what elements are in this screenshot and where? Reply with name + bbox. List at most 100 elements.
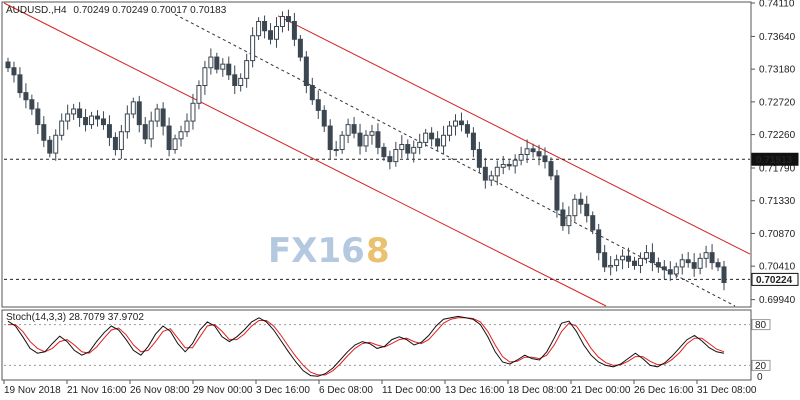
candle-body-up xyxy=(679,259,685,268)
price-tick-label: 0.72720 xyxy=(759,97,796,108)
time-tick-label: 18 Dec 08:00 xyxy=(508,385,568,396)
candle-body-down xyxy=(548,161,554,177)
candle-body-down xyxy=(35,108,41,126)
candle xyxy=(494,160,500,186)
price-tick-label: 0.69940 xyxy=(759,295,796,306)
candle-body-down xyxy=(77,108,83,119)
candle xyxy=(488,170,494,187)
price-tick-label: 0.71790 xyxy=(759,164,796,175)
candle xyxy=(256,17,262,40)
level-label: 0.70224 xyxy=(756,275,793,286)
candle xyxy=(524,139,530,164)
candle-body-up xyxy=(184,120,190,133)
candle-body-down xyxy=(297,38,303,58)
time-tick-label: 11 Dec 00:00 xyxy=(382,385,441,396)
candle-body-down xyxy=(482,166,488,181)
price-tick-label: 0.71330 xyxy=(759,196,796,207)
candle xyxy=(154,103,160,128)
candle-body-up xyxy=(441,134,447,147)
candle xyxy=(608,256,614,276)
candle-body-up xyxy=(345,124,351,136)
candle xyxy=(291,12,297,47)
price-tick-label: 0.72260 xyxy=(759,130,796,141)
candle-body-up xyxy=(71,108,77,115)
candle-body-down xyxy=(226,63,232,76)
candle-body-down xyxy=(667,269,673,275)
candle xyxy=(441,125,447,155)
candle xyxy=(178,125,184,147)
candle-body-down xyxy=(23,92,29,101)
candle xyxy=(47,136,53,158)
candle-body-up xyxy=(494,166,500,177)
candle-body-down xyxy=(47,139,53,154)
time-tick-label: 31 Dec 08:00 xyxy=(697,385,757,396)
candle-body-up xyxy=(220,63,226,70)
candle-body-down xyxy=(285,16,291,22)
candle-body-up xyxy=(363,134,369,147)
channel-upper-line xyxy=(277,15,751,255)
candle xyxy=(279,11,285,33)
candle xyxy=(643,244,649,264)
candle xyxy=(691,253,697,277)
candle xyxy=(566,206,572,235)
candle-body-down xyxy=(470,132,476,151)
candle xyxy=(112,132,118,156)
candle xyxy=(447,120,453,142)
candle-body-down xyxy=(458,120,464,126)
candle-body-down xyxy=(95,115,100,120)
time-tick-label: 26 Dec 16:00 xyxy=(634,385,694,396)
candle-body-down xyxy=(464,124,470,134)
candle xyxy=(363,130,369,152)
candle xyxy=(172,134,178,154)
candle xyxy=(405,139,411,160)
candle xyxy=(190,93,196,130)
candle xyxy=(148,111,154,148)
candle-body-down xyxy=(303,56,309,87)
candle-body-up xyxy=(124,113,130,133)
candle-body-up xyxy=(524,148,530,156)
candle xyxy=(632,256,637,270)
candle xyxy=(506,160,512,171)
time-tick-label: 26 Nov 08:00 xyxy=(130,385,190,396)
candle xyxy=(196,80,202,110)
candle-body-up xyxy=(488,175,494,181)
candle-body-up xyxy=(423,132,429,143)
candle-body-up xyxy=(154,108,160,122)
candle xyxy=(560,202,566,231)
price-tick-label: 0.74110 xyxy=(759,0,795,10)
candle xyxy=(602,244,608,273)
price-pane-frame xyxy=(1,1,752,308)
candle-body-down xyxy=(315,99,321,111)
candle xyxy=(482,157,488,189)
candle-body-up xyxy=(89,115,95,126)
candle-body-down xyxy=(542,155,548,163)
channel-lower-line xyxy=(3,2,607,307)
candle xyxy=(232,65,238,95)
candle xyxy=(709,244,715,270)
candle-body-down xyxy=(268,30,274,40)
chart-header: AUDUSD.,H4 0.70249 0.70249 0.70017 0.701… xyxy=(6,5,227,16)
price-tick-label: 0.73640 xyxy=(759,32,796,43)
candle-body-down xyxy=(41,124,47,141)
candle xyxy=(464,120,470,138)
candle xyxy=(136,95,142,133)
candle xyxy=(208,48,214,75)
candle-body-up xyxy=(65,113,71,122)
candle-body-down xyxy=(590,215,596,231)
candle xyxy=(590,211,596,235)
stochastic-pane[interactable]: 80 200 Stoch(14,3,3) 28.7079 37.9702 xyxy=(1,309,771,383)
candle xyxy=(71,103,77,120)
candle xyxy=(327,119,333,159)
candle xyxy=(35,102,41,135)
candle xyxy=(536,144,542,166)
candle xyxy=(572,194,578,222)
candle-body-down xyxy=(578,198,584,205)
candle xyxy=(130,97,136,119)
candle xyxy=(369,124,375,145)
candle-body-up xyxy=(518,154,524,161)
candle-body-down xyxy=(602,252,608,268)
candle xyxy=(500,155,506,175)
candle-body-down xyxy=(112,136,118,151)
price-pane[interactable]: 0.74110 0.73640 0.73180 0.72720 0.72260 0.717… xyxy=(1,0,799,308)
